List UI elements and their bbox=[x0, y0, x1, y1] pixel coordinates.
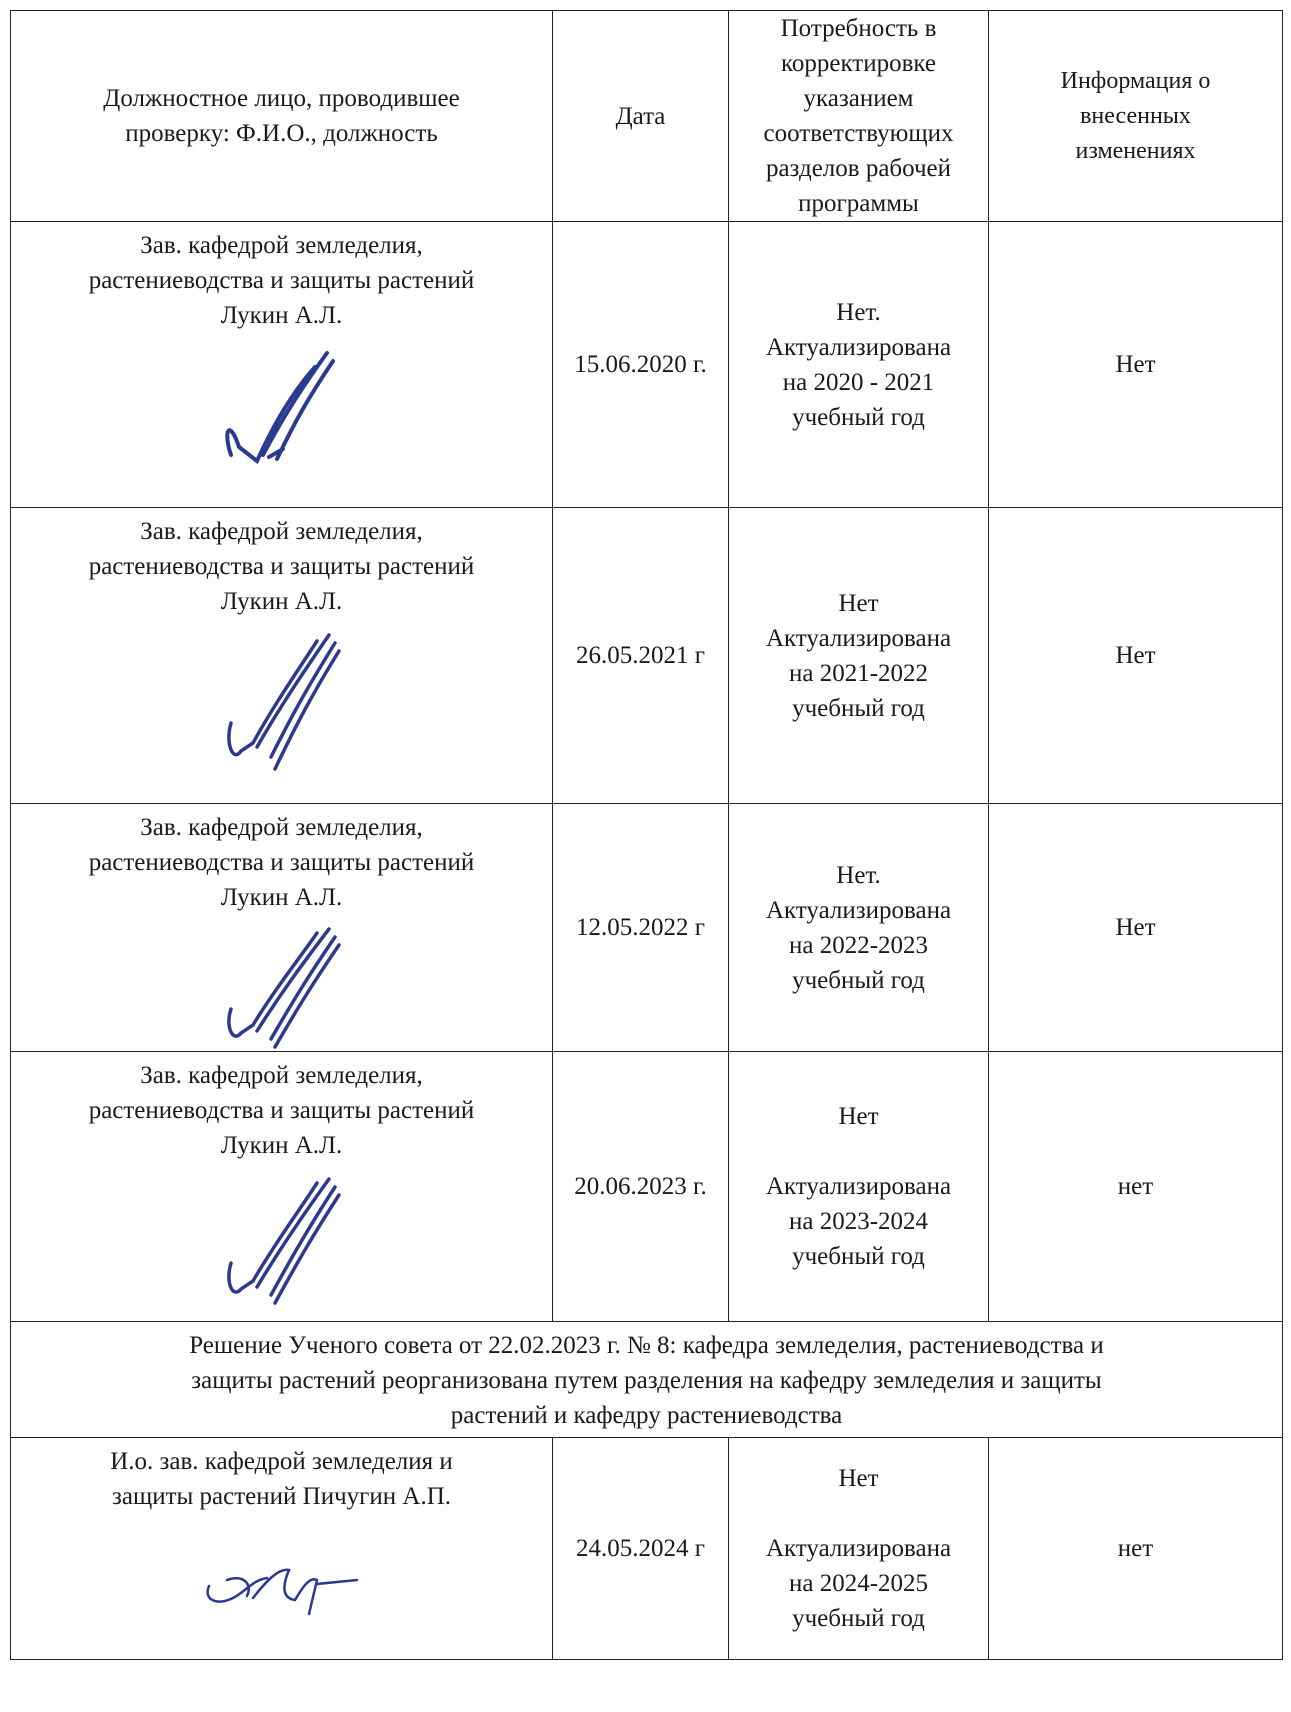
header-info: Информация о внесенных изменениях bbox=[989, 11, 1283, 222]
date-cell: 24.05.2024 г bbox=[553, 1438, 729, 1660]
date-value: 24.05.2024 г bbox=[576, 1535, 705, 1562]
person-line: защиты растений Пичугин А.П. bbox=[15, 1479, 548, 1514]
header-person-line: Должностное лицо, проводившее bbox=[15, 81, 548, 116]
info-cell: нет bbox=[989, 1438, 1283, 1660]
person-line: Зав. кафедрой земледелия, bbox=[15, 810, 548, 845]
need-cell: Нет Актуализирована на 2021-2022 учебный… bbox=[729, 508, 989, 804]
signature-image bbox=[217, 623, 347, 773]
decision-line: защиты растений реорганизована путем раз… bbox=[21, 1363, 1272, 1398]
table-row: Зав. кафедрой земледелия, растениеводств… bbox=[11, 508, 1283, 804]
date-value: 12.05.2022 г bbox=[576, 914, 705, 941]
need-line: на 2020 - 2021 bbox=[733, 365, 984, 400]
need-line: Актуализирована bbox=[733, 893, 984, 928]
need-line: Актуализирована bbox=[733, 1169, 984, 1204]
person-line: Лукин А.Л. bbox=[15, 584, 548, 619]
header-info-line: изменениях bbox=[993, 134, 1278, 169]
signature-image bbox=[197, 1540, 367, 1620]
table-row: Зав. кафедрой земледелия, растениеводств… bbox=[11, 222, 1283, 508]
info-value: Нет bbox=[1115, 642, 1155, 669]
need-cell: Нет Актуализирована на 2023-2024 учебный… bbox=[729, 1052, 989, 1322]
need-line: учебный год bbox=[733, 1601, 984, 1636]
need-line: Нет. bbox=[733, 858, 984, 893]
spacer bbox=[733, 1134, 984, 1169]
need-line: Нет. bbox=[733, 295, 984, 330]
table-row: И.о. зав. кафедрой земледелия и защиты р… bbox=[11, 1438, 1283, 1660]
date-value: 20.06.2023 г. bbox=[574, 1173, 706, 1200]
header-need-line: указанием bbox=[733, 81, 984, 116]
revision-table: Должностное лицо, проводившее проверку: … bbox=[10, 10, 1283, 1660]
need-line: на 2022-2023 bbox=[733, 928, 984, 963]
person-cell: Зав. кафедрой земледелия, растениеводств… bbox=[11, 804, 553, 1052]
person-line: Лукин А.Л. bbox=[15, 880, 548, 915]
header-need: Потребность в корректировке указанием со… bbox=[729, 11, 989, 222]
header-need-line: корректировке bbox=[733, 46, 984, 81]
date-cell: 26.05.2021 г bbox=[553, 508, 729, 804]
date-value: 26.05.2021 г bbox=[576, 642, 705, 669]
header-date-label: Дата bbox=[616, 103, 666, 130]
person-line: Зав. кафедрой земледелия, bbox=[15, 1058, 548, 1093]
need-cell: Нет Актуализирована на 2024-2025 учебный… bbox=[729, 1438, 989, 1660]
header-info-line: внесенных bbox=[993, 99, 1278, 134]
need-line: учебный год bbox=[733, 691, 984, 726]
need-line: на 2021-2022 bbox=[733, 656, 984, 691]
info-cell: нет bbox=[989, 1052, 1283, 1322]
person-cell: Зав. кафедрой земледелия, растениеводств… bbox=[11, 1052, 553, 1322]
header-person: Должностное лицо, проводившее проверку: … bbox=[11, 11, 553, 222]
need-line: Нет bbox=[733, 1461, 984, 1496]
need-line: Актуализирована bbox=[733, 1531, 984, 1566]
signature-image bbox=[217, 919, 347, 1049]
need-line: Нет bbox=[733, 586, 984, 621]
person-line: растениеводства и защиты растений bbox=[15, 845, 548, 880]
person-line: Зав. кафедрой земледелия, bbox=[15, 228, 548, 263]
need-line: Актуализирована bbox=[733, 330, 984, 365]
person-line: Лукин А.Л. bbox=[15, 298, 548, 333]
decision-line: Решение Ученого совета от 22.02.2023 г. … bbox=[21, 1328, 1272, 1363]
decision-row: Решение Ученого совета от 22.02.2023 г. … bbox=[11, 1322, 1283, 1438]
need-line: на 2023-2024 bbox=[733, 1204, 984, 1239]
info-value: нет bbox=[1118, 1535, 1153, 1562]
person-line: растениеводства и защиты растений bbox=[15, 549, 548, 584]
person-cell: Зав. кафедрой земледелия, растениеводств… bbox=[11, 222, 553, 508]
date-cell: 15.06.2020 г. bbox=[553, 222, 729, 508]
person-line: растениеводства и защиты растений bbox=[15, 1093, 548, 1128]
table-row: Зав. кафедрой земледелия, растениеводств… bbox=[11, 804, 1283, 1052]
date-cell: 12.05.2022 г bbox=[553, 804, 729, 1052]
need-cell: Нет. Актуализирована на 2022-2023 учебны… bbox=[729, 804, 989, 1052]
date-cell: 20.06.2023 г. bbox=[553, 1052, 729, 1322]
person-line: растениеводства и защиты растений bbox=[15, 263, 548, 298]
spacer bbox=[733, 1496, 984, 1531]
signature-image bbox=[217, 337, 347, 477]
header-need-line: Потребность в bbox=[733, 11, 984, 46]
date-value: 15.06.2020 г. bbox=[574, 351, 706, 378]
person-line: Лукин А.Л. bbox=[15, 1128, 548, 1163]
person-line: И.о. зав. кафедрой земледелия и bbox=[15, 1444, 548, 1479]
info-value: Нет bbox=[1115, 914, 1155, 941]
header-need-line: разделов рабочей bbox=[733, 151, 984, 186]
need-line: учебный год bbox=[733, 1239, 984, 1274]
person-cell: Зав. кафедрой земледелия, растениеводств… bbox=[11, 508, 553, 804]
need-cell: Нет. Актуализирована на 2020 - 2021 учеб… bbox=[729, 222, 989, 508]
person-line: Зав. кафедрой земледелия, bbox=[15, 514, 548, 549]
need-line: учебный год bbox=[733, 400, 984, 435]
need-line: Актуализирована bbox=[733, 621, 984, 656]
header-need-line: программы bbox=[733, 186, 984, 221]
need-line: Нет bbox=[733, 1099, 984, 1134]
header-row: Должностное лицо, проводившее проверку: … bbox=[11, 11, 1283, 222]
decision-cell: Решение Ученого совета от 22.02.2023 г. … bbox=[11, 1322, 1283, 1438]
header-need-line: соответствующих bbox=[733, 116, 984, 151]
header-date: Дата bbox=[553, 11, 729, 222]
info-value: Нет bbox=[1115, 351, 1155, 378]
person-cell: И.о. зав. кафедрой земледелия и защиты р… bbox=[11, 1438, 553, 1660]
header-info-line: Информация о bbox=[993, 64, 1278, 99]
header-person-line: проверку: Ф.И.О., должность bbox=[15, 116, 548, 151]
need-line: учебный год bbox=[733, 963, 984, 998]
signature-image bbox=[217, 1167, 347, 1307]
info-cell: Нет bbox=[989, 804, 1283, 1052]
table-row: Зав. кафедрой земледелия, растениеводств… bbox=[11, 1052, 1283, 1322]
info-value: нет bbox=[1118, 1173, 1153, 1200]
decision-line: растений и кафедру растениеводства bbox=[21, 1398, 1272, 1433]
info-cell: Нет bbox=[989, 222, 1283, 508]
need-line: на 2024-2025 bbox=[733, 1566, 984, 1601]
info-cell: Нет bbox=[989, 508, 1283, 804]
